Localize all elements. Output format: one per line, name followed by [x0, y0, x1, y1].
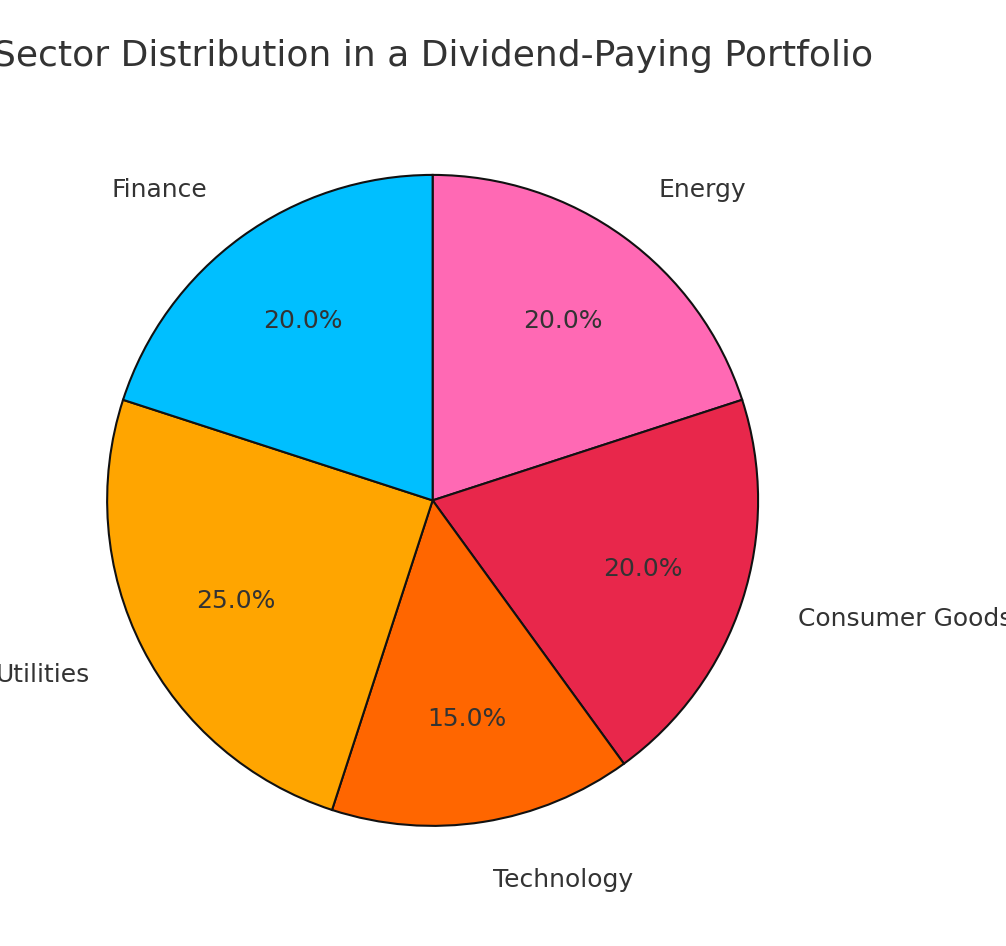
Text: 15.0%: 15.0% [428, 707, 507, 731]
Text: 20.0%: 20.0% [604, 557, 683, 581]
Text: Technology: Technology [493, 867, 633, 892]
Text: 20.0%: 20.0% [523, 309, 603, 333]
Wedge shape [332, 500, 624, 826]
Text: 20.0%: 20.0% [263, 309, 342, 333]
Wedge shape [123, 175, 433, 500]
Wedge shape [433, 175, 742, 500]
Text: Utilities: Utilities [0, 663, 91, 687]
Text: Energy: Energy [658, 178, 746, 201]
Text: 25.0%: 25.0% [196, 588, 275, 613]
Text: Finance: Finance [111, 178, 207, 201]
Wedge shape [433, 400, 759, 763]
Text: Consumer Goods: Consumer Goods [798, 607, 1006, 631]
Title: Sector Distribution in a Dividend-Paying Portfolio: Sector Distribution in a Dividend-Paying… [0, 39, 872, 73]
Wedge shape [108, 400, 433, 810]
